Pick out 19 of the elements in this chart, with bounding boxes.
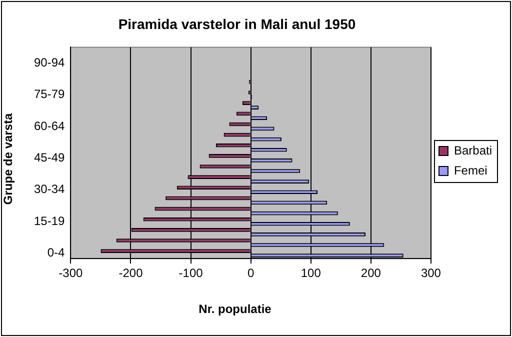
y-tick-label: 30-34 — [34, 182, 66, 196]
x-axis-title: Nr. populatie — [198, 302, 272, 316]
x-tick-label: 0 — [247, 266, 254, 280]
y-tick-label: 90-94 — [34, 55, 66, 70]
y-tick-label: 0-4 — [47, 246, 66, 260]
y-tick-label: 15-19 — [34, 214, 66, 228]
x-tick-label: -200 — [118, 266, 144, 280]
legend-label: Femei — [454, 163, 488, 178]
x-tick-label: 300 — [420, 266, 442, 280]
x-tick-label: -100 — [178, 266, 204, 280]
y-tick-label: 60-64 — [34, 118, 66, 133]
legend-label: Barbati — [454, 143, 492, 158]
y-tick-label: 45-49 — [34, 150, 66, 164]
x-tick-label: 200 — [360, 266, 382, 280]
chart-title: Piramida varstelor in Mali anul 1950 — [117, 16, 357, 32]
x-tick-label: 100 — [300, 266, 322, 280]
y-tick-label: 75-79 — [34, 87, 66, 102]
x-tick-label: -300 — [58, 266, 84, 280]
y-axis-title: Grupe de varsta — [1, 112, 15, 207]
